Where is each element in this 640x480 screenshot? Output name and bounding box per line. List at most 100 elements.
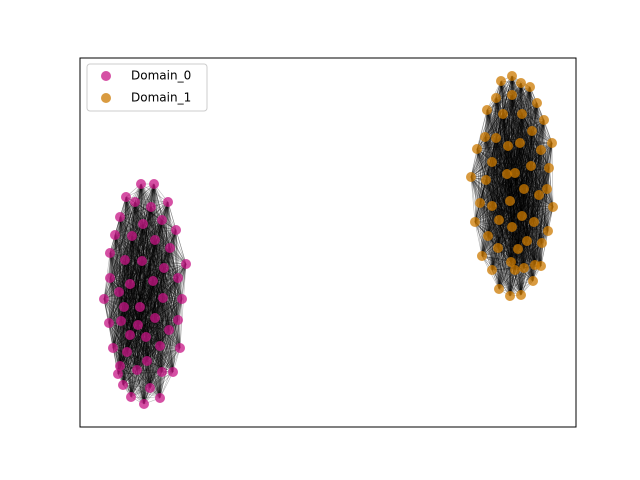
- edge: [470, 136, 486, 178]
- edge: [495, 97, 525, 269]
- edge: [129, 183, 142, 336]
- edge: [507, 102, 538, 147]
- edge: [485, 149, 542, 181]
- edge: [142, 223, 179, 279]
- edge: [491, 242, 543, 271]
- edge: [118, 267, 165, 293]
- node: [113, 369, 123, 379]
- edge: [502, 113, 512, 263]
- edge: [507, 145, 554, 208]
- edge: [498, 172, 516, 221]
- edge: [520, 82, 542, 151]
- edge: [532, 149, 542, 282]
- edge: [124, 183, 142, 261]
- edge: [495, 97, 500, 221]
- edge: [509, 200, 528, 242]
- edge: [136, 280, 154, 371]
- edge: [119, 216, 156, 241]
- edge: [485, 97, 497, 181]
- node: [510, 168, 520, 178]
- edge: [124, 259, 179, 321]
- edge: [506, 173, 535, 223]
- node: [157, 367, 167, 377]
- nodes: [99, 71, 558, 409]
- edge: [526, 240, 534, 282]
- edge: [114, 234, 161, 347]
- edge: [476, 148, 500, 290]
- edge: [481, 188, 548, 257]
- edge: [117, 297, 164, 375]
- edge: [476, 109, 488, 150]
- edge: [108, 277, 111, 324]
- edge: [495, 75, 513, 139]
- edge: [163, 201, 169, 269]
- edge: [122, 239, 156, 386]
- edge: [109, 277, 164, 299]
- edge: [119, 365, 151, 389]
- edge: [119, 216, 147, 338]
- edge: [521, 206, 554, 217]
- edge: [152, 229, 177, 282]
- edge: [161, 219, 181, 349]
- edge: [130, 183, 142, 398]
- edge: [119, 206, 152, 367]
- edge: [131, 235, 161, 399]
- edge: [112, 347, 151, 389]
- edge: [481, 200, 511, 257]
- edge: [502, 113, 540, 196]
- node: [493, 243, 503, 253]
- edge: [130, 206, 152, 398]
- edge: [491, 205, 523, 217]
- edge: [495, 137, 500, 221]
- edge: [119, 365, 145, 405]
- edge: [141, 229, 177, 262]
- edge: [109, 277, 156, 319]
- edge: [122, 306, 141, 386]
- edge: [175, 229, 187, 265]
- edge: [109, 252, 187, 265]
- edge: [140, 183, 171, 249]
- edge: [142, 223, 145, 405]
- edge: [511, 102, 538, 228]
- edge: [103, 201, 169, 300]
- edge: [476, 97, 497, 150]
- edge: [119, 216, 141, 308]
- edge: [109, 183, 155, 254]
- edge: [124, 259, 154, 282]
- edge: [520, 82, 525, 190]
- edge: [511, 94, 542, 267]
- edge: [495, 97, 533, 132]
- edge: [112, 329, 170, 349]
- node: [548, 202, 558, 212]
- edge: [497, 206, 554, 249]
- edge: [139, 260, 143, 308]
- edge: [136, 239, 156, 371]
- edge: [474, 221, 512, 263]
- edge: [511, 75, 543, 244]
- edge: [500, 80, 508, 175]
- edge: [511, 226, 543, 244]
- edge: [486, 82, 522, 111]
- edge: [163, 267, 174, 373]
- edge: [479, 165, 532, 204]
- edge: [514, 172, 534, 282]
- node: [127, 231, 137, 241]
- edge: [161, 329, 170, 373]
- node: [516, 78, 526, 88]
- edge: [514, 240, 528, 271]
- edge: [168, 229, 177, 331]
- edge: [470, 137, 497, 178]
- edge: [139, 306, 161, 399]
- edge: [486, 109, 511, 202]
- edge: [479, 202, 523, 217]
- edge: [122, 277, 179, 386]
- edge: [507, 145, 542, 151]
- edge: [491, 161, 535, 223]
- edge: [134, 201, 141, 308]
- node: [481, 175, 491, 185]
- edge: [177, 263, 187, 321]
- node: [491, 93, 501, 103]
- edge: [495, 137, 532, 167]
- edge: [484, 136, 528, 242]
- edge: [103, 298, 170, 331]
